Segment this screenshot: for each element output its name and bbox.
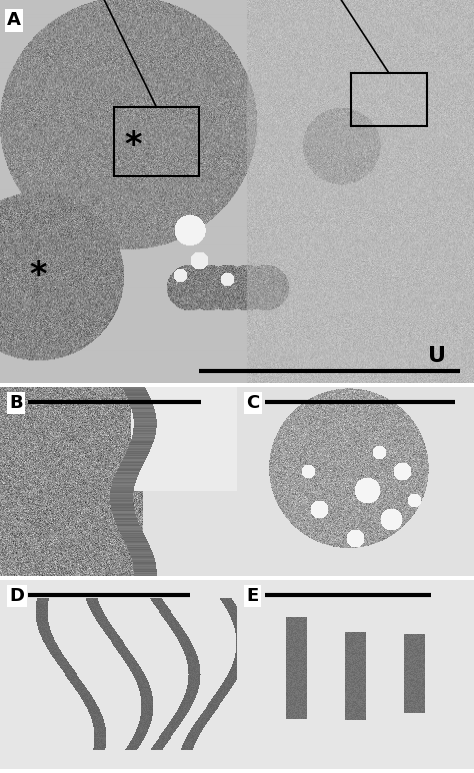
Text: *: * <box>124 129 141 162</box>
Text: C: C <box>246 394 260 412</box>
Text: U: U <box>428 346 446 366</box>
Text: A: A <box>7 12 21 29</box>
Text: D: D <box>9 587 25 605</box>
Text: B: B <box>9 394 23 412</box>
Text: *: * <box>29 259 46 292</box>
Text: E: E <box>246 587 259 605</box>
Bar <box>351 73 427 126</box>
Bar <box>114 107 199 176</box>
